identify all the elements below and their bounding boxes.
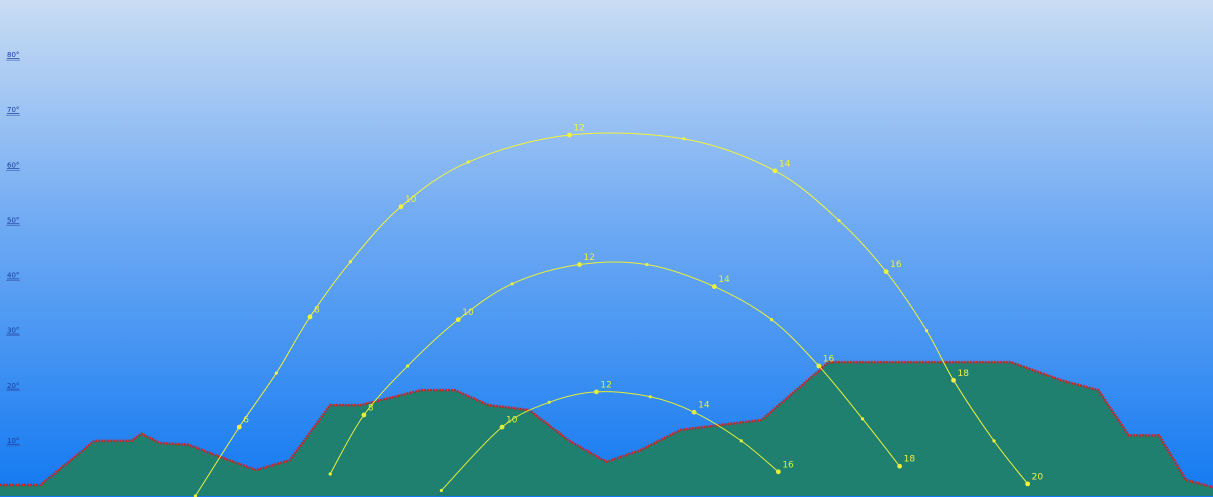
y-tick-label: 50° xyxy=(7,216,19,224)
hour-point xyxy=(439,488,443,493)
hour-point xyxy=(951,377,956,383)
y-tick-label: 10° xyxy=(7,437,19,445)
hour-point xyxy=(236,424,242,430)
hour-point xyxy=(770,318,774,322)
hour-point xyxy=(466,160,470,164)
hour-label: 12 xyxy=(573,124,584,134)
hour-label: 16 xyxy=(782,460,794,470)
hour-point xyxy=(924,329,929,333)
hour-point xyxy=(307,314,313,320)
y-tick-label: 60° xyxy=(7,161,19,169)
hour-point xyxy=(398,204,404,210)
hour-point xyxy=(499,424,505,430)
hour-label: 12 xyxy=(600,380,611,390)
hour-point xyxy=(816,363,822,369)
hour-point xyxy=(567,132,572,138)
hour-label: 8 xyxy=(314,305,320,315)
sun-path xyxy=(195,132,1029,497)
hour-label: 16 xyxy=(890,260,902,270)
hour-label: 10 xyxy=(405,195,417,205)
hour-point xyxy=(547,400,551,404)
hour-label: 18 xyxy=(904,455,916,465)
hour-point xyxy=(711,284,717,289)
hour-label: 18 xyxy=(958,369,970,379)
hour-label: 12 xyxy=(584,253,595,263)
hour-point xyxy=(897,463,903,469)
hour-point xyxy=(193,494,198,497)
hour-label: 10 xyxy=(462,308,474,318)
hour-label: 8 xyxy=(368,403,374,413)
hour-label: 16 xyxy=(823,354,835,364)
hour-point xyxy=(772,168,778,174)
horizon-edge xyxy=(0,360,1213,489)
hour-label: 10 xyxy=(506,416,518,426)
hour-point xyxy=(883,269,889,275)
y-tick-label: 70° xyxy=(7,106,19,114)
hour-label: 14 xyxy=(779,159,791,169)
hour-point xyxy=(510,282,514,286)
hour-label: 6 xyxy=(243,416,249,426)
horizon-area xyxy=(0,362,1213,496)
hour-point xyxy=(648,395,652,399)
hour-point xyxy=(682,137,686,141)
hour-point xyxy=(455,317,461,323)
hour-point xyxy=(739,439,743,443)
hour-point xyxy=(992,439,996,443)
y-tick-label: 40° xyxy=(7,272,19,280)
hour-label: 20 xyxy=(1032,472,1044,482)
hour-point xyxy=(775,469,781,475)
hour-point xyxy=(691,409,697,415)
hour-point xyxy=(645,262,649,267)
y-tick-label: 30° xyxy=(7,327,19,335)
hour-point xyxy=(348,260,353,264)
hour-label: 14 xyxy=(698,401,710,411)
hour-point xyxy=(274,371,278,375)
hour-point xyxy=(361,412,367,418)
hour-label: 14 xyxy=(718,275,730,285)
y-tick-label: 80° xyxy=(7,51,19,59)
hour-point xyxy=(406,364,410,368)
hour-point xyxy=(837,218,841,223)
hour-point xyxy=(1025,481,1031,487)
y-tick-label: 20° xyxy=(7,382,19,390)
hour-point xyxy=(328,472,332,476)
hour-point xyxy=(577,262,582,267)
hour-point xyxy=(860,417,865,421)
hour-point xyxy=(593,389,599,395)
